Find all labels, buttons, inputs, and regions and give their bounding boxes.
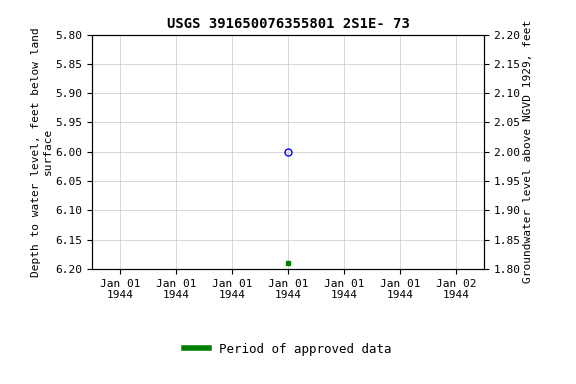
- Y-axis label: Depth to water level, feet below land
surface: Depth to water level, feet below land su…: [31, 27, 52, 276]
- Legend: Period of approved data: Period of approved data: [179, 338, 397, 361]
- Title: USGS 391650076355801 2S1E- 73: USGS 391650076355801 2S1E- 73: [166, 17, 410, 31]
- Y-axis label: Groundwater level above NGVD 1929, feet: Groundwater level above NGVD 1929, feet: [524, 20, 533, 283]
